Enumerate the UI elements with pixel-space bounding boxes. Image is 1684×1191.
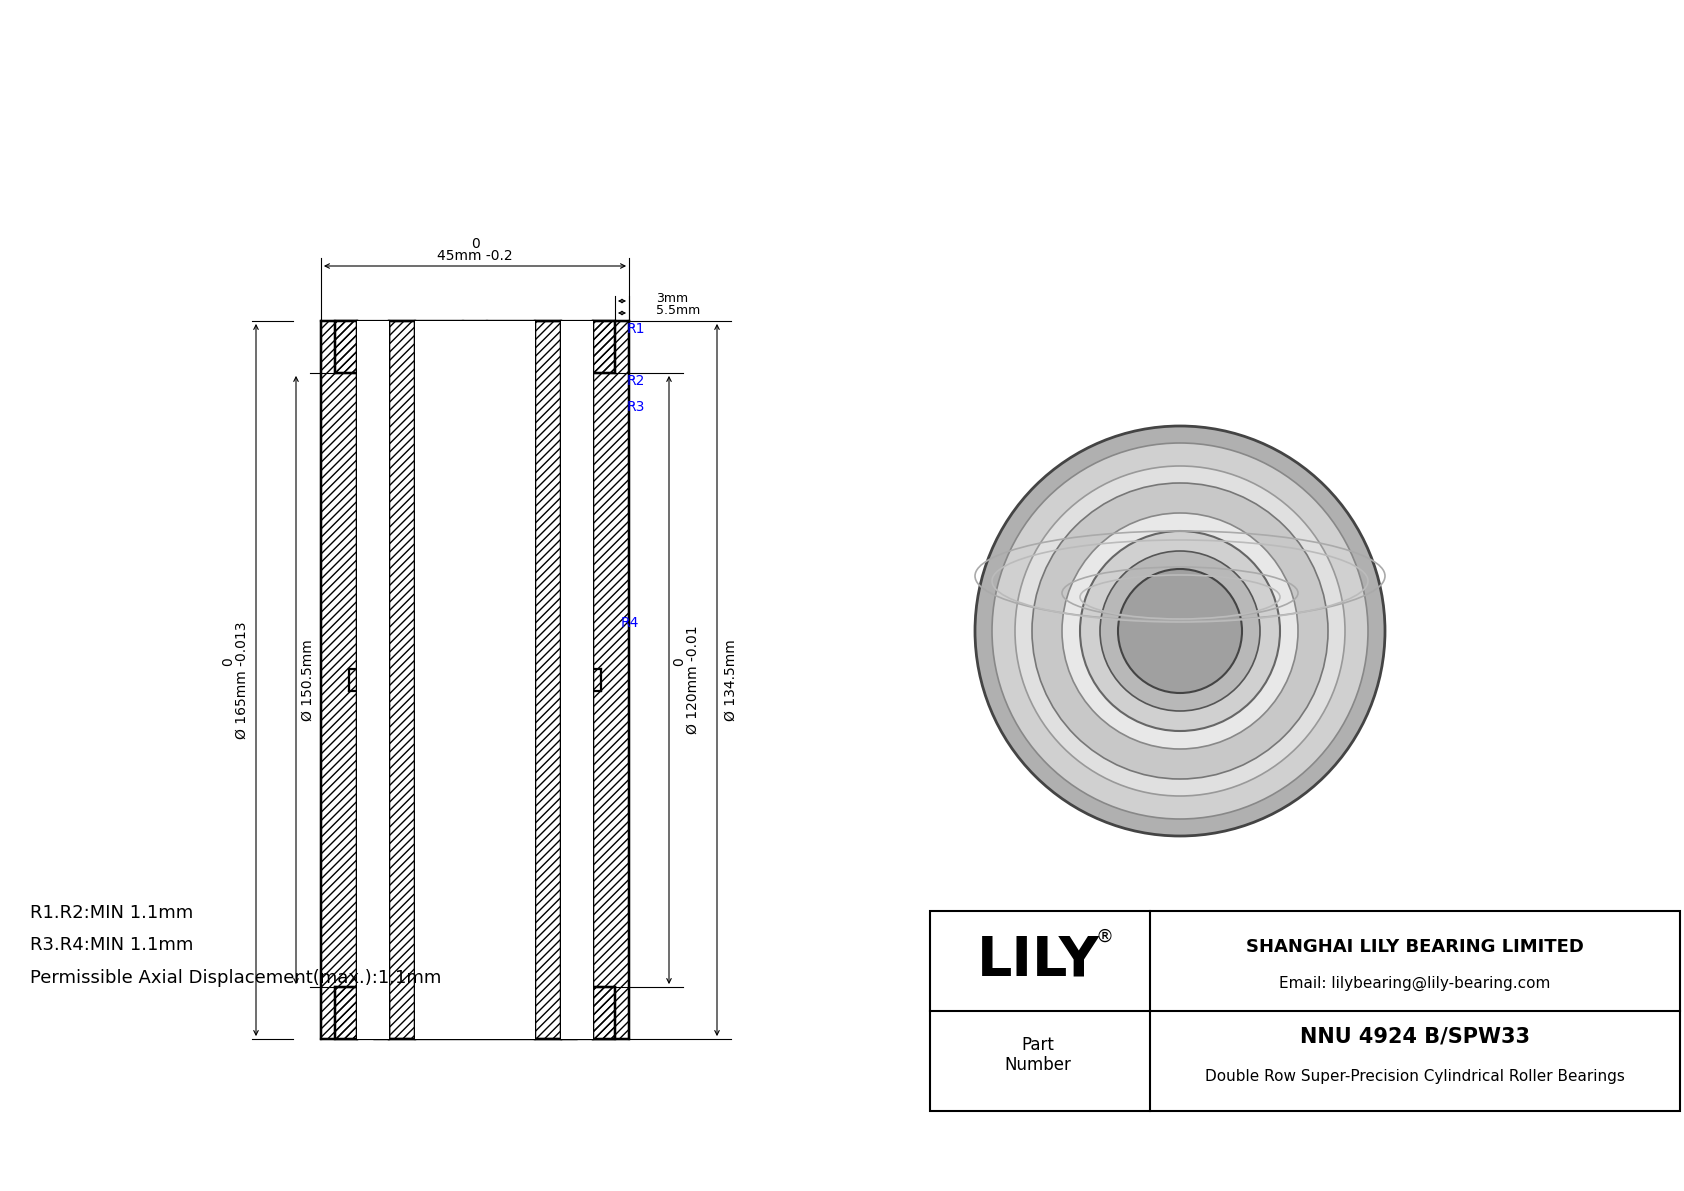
- Polygon shape: [561, 994, 578, 1014]
- Polygon shape: [561, 349, 578, 367]
- Polygon shape: [593, 322, 630, 1039]
- Circle shape: [1063, 513, 1298, 749]
- Text: R3: R3: [626, 400, 645, 414]
- Text: 3mm: 3mm: [657, 293, 689, 306]
- Polygon shape: [389, 322, 414, 1039]
- Polygon shape: [372, 1021, 389, 1039]
- Text: R4: R4: [621, 616, 640, 630]
- Polygon shape: [561, 1021, 578, 1039]
- Text: 5.5mm: 5.5mm: [657, 305, 701, 318]
- Text: Ø 134.5mm: Ø 134.5mm: [724, 640, 738, 721]
- Text: Ø 150.5mm: Ø 150.5mm: [301, 640, 315, 721]
- Polygon shape: [335, 322, 357, 373]
- Circle shape: [1118, 569, 1243, 693]
- Text: Ø 165mm -0.013: Ø 165mm -0.013: [236, 622, 249, 738]
- Circle shape: [1100, 551, 1260, 711]
- Circle shape: [1032, 484, 1329, 779]
- Text: Email: lilybearing@lily-bearing.com: Email: lilybearing@lily-bearing.com: [1280, 975, 1551, 991]
- Text: Ø 120mm -0.01: Ø 120mm -0.01: [685, 625, 701, 735]
- Text: 45mm -0.2: 45mm -0.2: [438, 249, 514, 263]
- Polygon shape: [322, 322, 357, 1039]
- Polygon shape: [593, 322, 615, 373]
- Polygon shape: [414, 322, 536, 1039]
- Text: 0: 0: [221, 657, 236, 667]
- Text: R1.R2:MIN 1.1mm: R1.R2:MIN 1.1mm: [30, 904, 194, 922]
- Polygon shape: [372, 349, 389, 367]
- Polygon shape: [536, 322, 561, 1039]
- Polygon shape: [561, 322, 593, 1039]
- Circle shape: [975, 426, 1384, 836]
- Text: ®: ®: [1096, 928, 1115, 946]
- Polygon shape: [561, 323, 578, 341]
- Text: R2: R2: [626, 374, 645, 388]
- Text: 0: 0: [470, 237, 480, 251]
- Circle shape: [1079, 531, 1280, 731]
- Text: Permissible Axial Displacement(max.):1.1mm: Permissible Axial Displacement(max.):1.1…: [30, 969, 441, 987]
- Polygon shape: [593, 987, 615, 1039]
- Text: NNU 4924 B/SPW33: NNU 4924 B/SPW33: [1300, 1027, 1531, 1047]
- Polygon shape: [372, 994, 389, 1014]
- Polygon shape: [930, 911, 1681, 1111]
- Text: Double Row Super-Precision Cylindrical Roller Bearings: Double Row Super-Precision Cylindrical R…: [1206, 1070, 1625, 1085]
- Text: R1: R1: [626, 322, 645, 336]
- Polygon shape: [357, 322, 389, 1039]
- Polygon shape: [335, 987, 357, 1039]
- Text: SHANGHAI LILY BEARING LIMITED: SHANGHAI LILY BEARING LIMITED: [1246, 939, 1585, 956]
- Text: Part
Number: Part Number: [1005, 1036, 1071, 1074]
- Circle shape: [992, 443, 1367, 819]
- Circle shape: [1015, 466, 1346, 796]
- Text: LILY: LILY: [977, 934, 1100, 989]
- Text: 0: 0: [672, 657, 685, 667]
- Polygon shape: [372, 323, 389, 341]
- Text: R3.R4:MIN 1.1mm: R3.R4:MIN 1.1mm: [30, 936, 194, 954]
